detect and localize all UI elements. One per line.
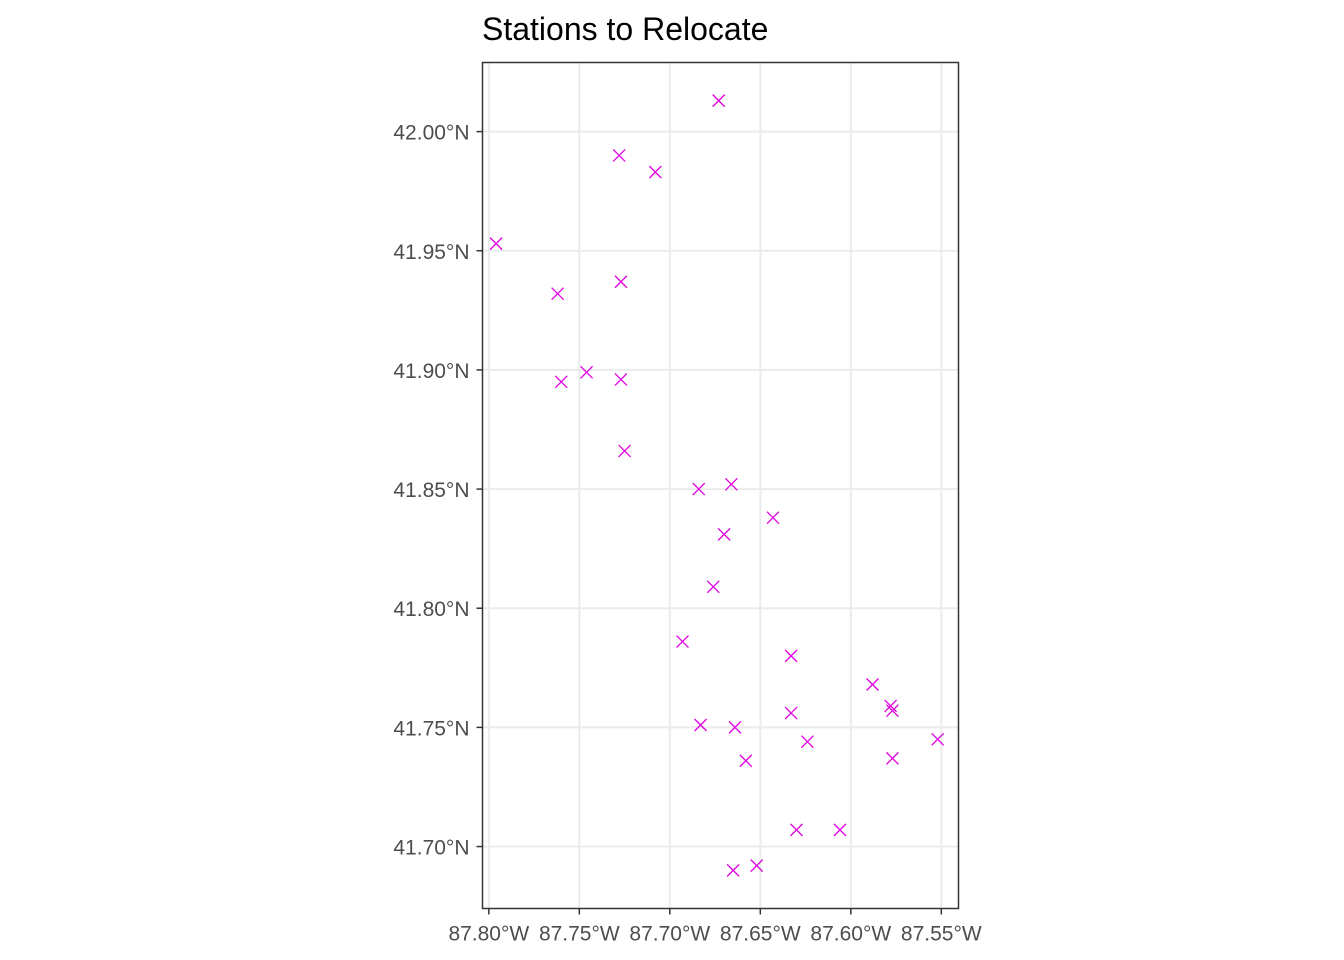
y-tick-label: 41.75°N [393, 717, 469, 740]
y-tick-label: 41.80°N [393, 598, 469, 621]
station-point [750, 859, 764, 873]
station-point [580, 365, 594, 379]
station-point [833, 823, 847, 837]
x-tick-label: 87.80°W [448, 923, 529, 946]
station-point [551, 287, 565, 301]
data-points [489, 94, 945, 877]
plot-border [481, 61, 960, 910]
station-point [712, 94, 726, 108]
station-point [739, 754, 753, 768]
station-point [885, 704, 899, 718]
station-point [489, 237, 503, 251]
station-point [728, 720, 742, 734]
station-point [866, 678, 879, 691]
station-point [648, 165, 662, 179]
station-point [885, 751, 899, 765]
x-tick-label: 87.55°W [901, 923, 982, 946]
station-point [800, 735, 814, 749]
station-point [692, 482, 706, 496]
y-tick-label: 41.85°N [393, 479, 469, 502]
station-point [726, 863, 740, 877]
station-point [676, 635, 689, 649]
x-tick-label: 87.70°W [629, 923, 710, 946]
station-point [766, 511, 780, 525]
y-tick-label: 41.95°N [393, 241, 469, 264]
station-point [612, 148, 626, 162]
x-tick-label: 87.75°W [539, 923, 620, 946]
y-tick-label: 41.70°N [393, 837, 469, 860]
station-point [784, 706, 798, 720]
station-point [717, 527, 731, 541]
station-point [931, 732, 945, 746]
x-tick-label: 87.60°W [810, 923, 891, 946]
station-point [784, 649, 798, 663]
station-point [614, 372, 628, 386]
station-point [724, 477, 738, 491]
station-point [694, 718, 708, 732]
station-point [884, 699, 898, 713]
station-point [554, 375, 568, 389]
y-tick-label: 41.90°N [393, 360, 469, 383]
grid-lines [482, 62, 959, 909]
chart-title: Stations to Relocate [482, 11, 768, 47]
axis-ticks: 87.80°W 87.75°W 87.70°W 87.65°W 87.60°W 87.55… [393, 122, 981, 946]
station-point [790, 823, 803, 837]
x-tick-label: 87.65°W [720, 923, 801, 946]
station-point [618, 444, 632, 458]
station-point [614, 275, 628, 289]
station-point [706, 580, 720, 594]
y-tick-label: 42.00°N [393, 122, 469, 145]
